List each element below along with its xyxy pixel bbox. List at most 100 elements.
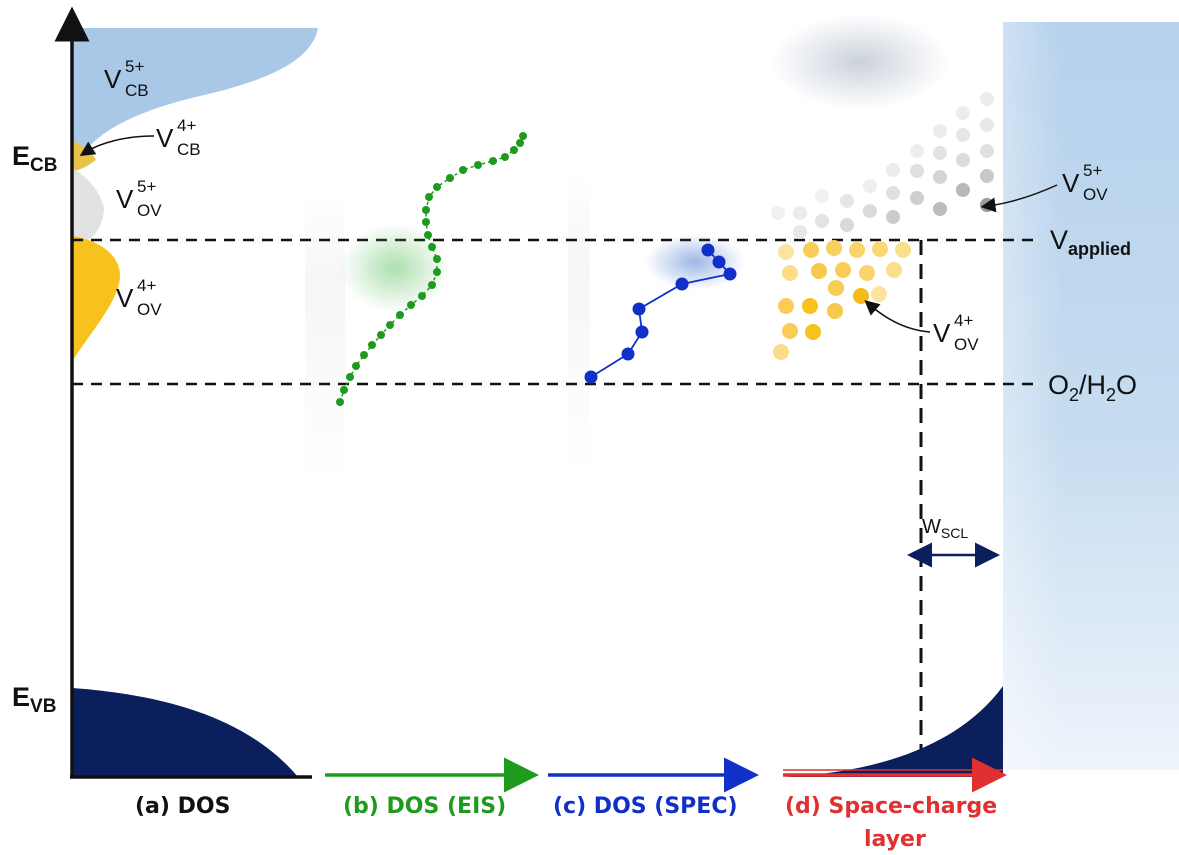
v-ov-5-dot [771,206,785,220]
spec-point [635,325,649,339]
scl-top-glow [770,14,950,110]
v-ov-5-dot [886,186,900,200]
v-ov-5-dot [886,163,900,177]
svg-text:V: V [156,123,174,153]
redox-label: O2/H2O [1048,370,1137,405]
v-ov-4-dot [871,286,887,302]
v-ov-5-dot [910,164,924,178]
spec-point [584,370,598,384]
v-ov-5-dot [863,204,877,218]
spec-dos-curve [584,243,737,384]
v-ov-5-dot [815,214,829,228]
v-ov-5-dot [863,179,877,193]
v-ov-5-dot [956,183,970,197]
svg-text:OV: OV [137,300,162,319]
eis-point [428,243,436,251]
svg-text:4+: 4+ [954,311,973,330]
eis-point [446,174,454,182]
svg-text:V: V [933,318,951,348]
v-ov-5-dot [956,106,970,120]
v-ov-5-dot [933,170,947,184]
svg-text:5+: 5+ [125,57,144,76]
eis-point [428,281,436,289]
eis-point [501,153,509,161]
v-ov-5-right-leader [980,184,1058,213]
v-ov-5-dot [980,144,994,158]
v-ov-4-dot [778,244,794,260]
v-ov-4-dot [805,324,821,340]
v-ov-5-left-shape [72,168,104,240]
v-ov-5-dots [771,92,994,239]
eis-point [386,321,394,329]
v-cb-4-leader [79,135,155,157]
v-ov-5-dot [980,118,994,132]
v-ov-4-dot [826,240,842,256]
v-ov-4-dot [886,262,902,278]
v-ov-5-dot [840,194,854,208]
svg-text:CB: CB [125,81,149,100]
svg-text:5+: 5+ [137,177,156,196]
eis-point [336,398,344,406]
v-ov-5-dot [933,146,947,160]
spec-point [675,277,689,291]
vb-band-shape [72,688,298,777]
v-ov-5-dot [793,225,807,239]
eis-point [368,341,376,349]
v-ov-4-dot [773,344,789,360]
v-ov-5-dot [980,169,994,183]
v-ov-5-dot [840,218,854,232]
eis-point [422,206,430,214]
v-ov-4-dot [803,242,819,258]
eis-point [407,301,415,309]
eis-point [425,193,433,201]
v-cb-5-label: V 5+ CB [104,57,149,100]
eis-point [459,166,467,174]
eis-point [360,351,368,359]
v-ov-5-dot [910,144,924,158]
v-ov-4-dot [782,265,798,281]
v-ov-4-right-leader [864,300,931,333]
svg-text:OV: OV [954,335,979,354]
eis-point [396,311,404,319]
eis-point [340,386,348,394]
v-ov-4-dot [828,280,844,296]
eis-point [516,139,524,147]
v-ov-5-dot [933,124,947,138]
v-ov-5-dot [956,128,970,142]
v-ov-4-dot [853,288,869,304]
caption-c: (c) DOS (SPEC) [553,794,738,819]
v-ov-5-dot [956,153,970,167]
v-ov-5-right-label: V 5+ OV [1062,161,1108,204]
eis-glow [340,223,450,313]
eis-dos-curve [336,132,527,406]
v-ov-4-dot [849,242,865,258]
v-ov-4-dot [778,298,794,314]
v-ov-4-right-label: V 4+ OV [933,311,979,354]
eis-point [352,362,360,370]
ecb-label: ECB [12,141,57,176]
v-ov-4-left-label: V 4+ OV [116,276,162,319]
v-ov-5-dot [910,191,924,205]
eis-point [433,255,441,263]
v-ov-5-dot [886,210,900,224]
v-ov-4-dot [835,262,851,278]
v-ov-4-dot [802,298,818,314]
v-ov-5-dot [980,92,994,106]
eis-point [519,132,527,140]
svg-text:5+: 5+ [1083,161,1102,180]
v-ov-4-dot [811,263,827,279]
cb-band-shape [72,28,318,162]
svg-text:V: V [1062,168,1080,198]
eis-point [433,268,441,276]
spec-fade-column [568,175,590,475]
v-ov-4-dot [859,265,875,281]
spec-point [621,347,635,361]
vb-band-bending-shape [785,686,1003,777]
eis-point [510,146,518,154]
v-ov-4-dot [872,241,888,257]
v-ov-4-dot [895,242,911,258]
svg-text:4+: 4+ [177,116,196,135]
eis-point [424,231,432,239]
wscl-label: WSCL [922,516,968,541]
eis-fade-column [305,195,345,485]
